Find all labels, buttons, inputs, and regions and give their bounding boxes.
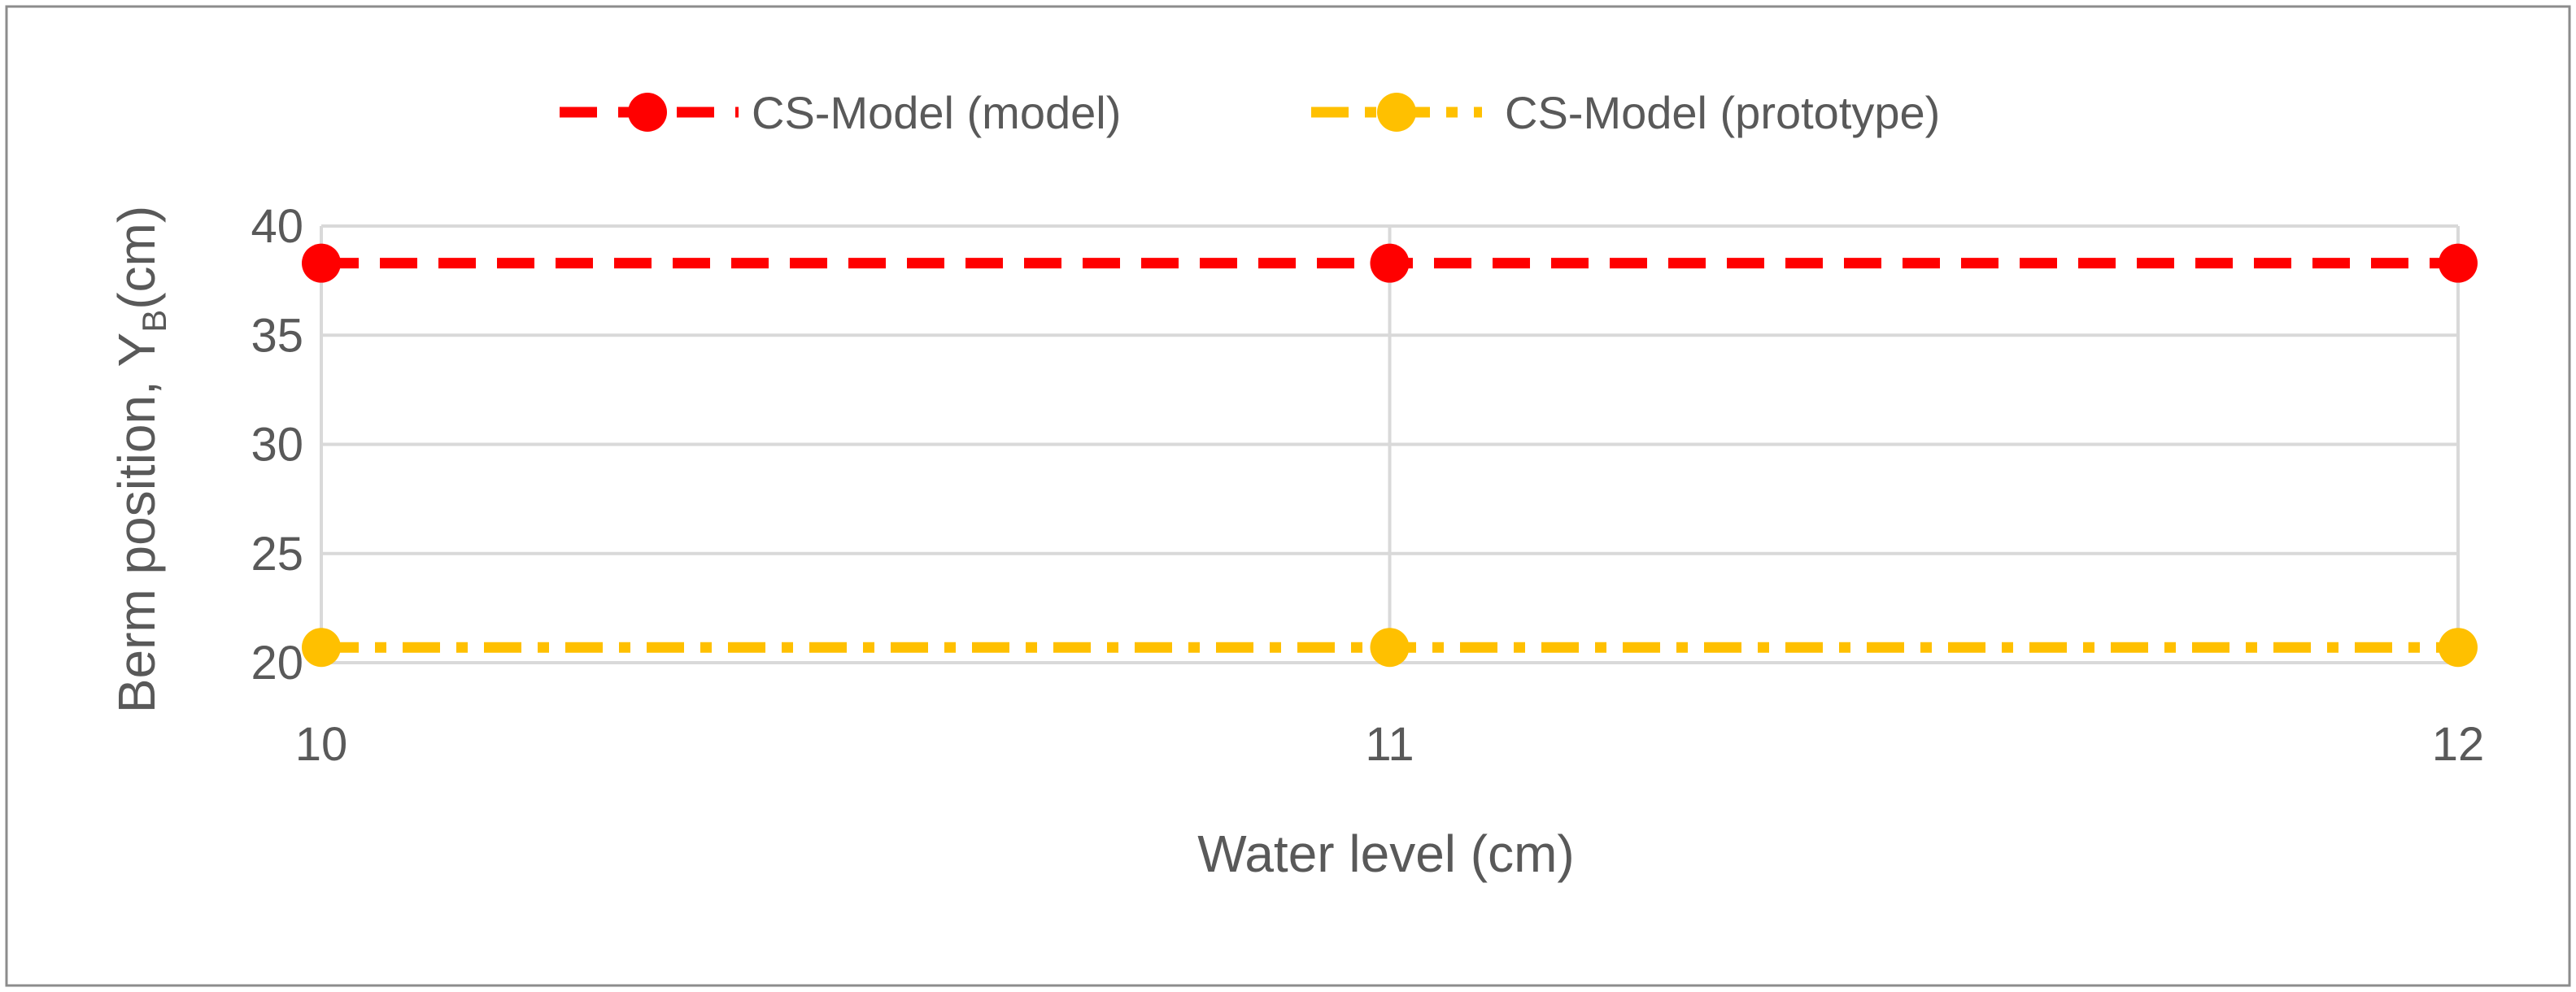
x-tick-label: 10 — [295, 718, 348, 771]
x-axis-tick-labels: 10 11 12 — [295, 718, 2485, 771]
legend-label-prototype: CS-Model (prototype) — [1505, 87, 1940, 138]
y-tick-label: 25 — [251, 528, 303, 581]
legend-item-model: CS-Model (model) — [560, 87, 1121, 138]
legend-marker-model — [628, 93, 667, 132]
x-tick-label: 11 — [1365, 718, 1414, 771]
data-point — [1370, 243, 1410, 283]
series-1 — [302, 628, 2478, 668]
legend-label-model: CS-Model (model) — [752, 87, 1121, 138]
data-point — [1370, 628, 1410, 668]
data-point — [302, 628, 341, 668]
data-point — [302, 243, 341, 283]
y-tick-label: 40 — [251, 200, 303, 253]
legend-item-prototype: CS-Model (prototype) — [1311, 87, 1940, 138]
legend-marker-prototype — [1377, 93, 1416, 132]
series-0 — [302, 243, 2478, 283]
y-tick-label: 20 — [251, 637, 303, 690]
y-axis-title-main: Berm position, Y — [107, 333, 166, 713]
y-axis-title-unit: (cm) — [107, 206, 166, 310]
series-layer — [302, 243, 2478, 668]
chart-border — [5, 5, 2571, 987]
plot-area — [302, 224, 2478, 668]
x-tick-label: 12 — [2432, 718, 2485, 771]
x-axis-title: Water level (cm) — [1197, 824, 1574, 883]
data-point — [2439, 628, 2478, 668]
y-axis-title: Berm position, YB(cm) — [107, 206, 173, 713]
y-tick-label: 30 — [251, 419, 303, 472]
y-axis-tick-labels: 20 25 30 35 40 — [251, 200, 303, 690]
data-point — [2439, 243, 2478, 283]
legend: CS-Model (model) CS-Model (prototype) — [560, 87, 1940, 138]
y-axis-title-subscript: B — [135, 310, 173, 333]
y-tick-label: 35 — [251, 309, 303, 362]
